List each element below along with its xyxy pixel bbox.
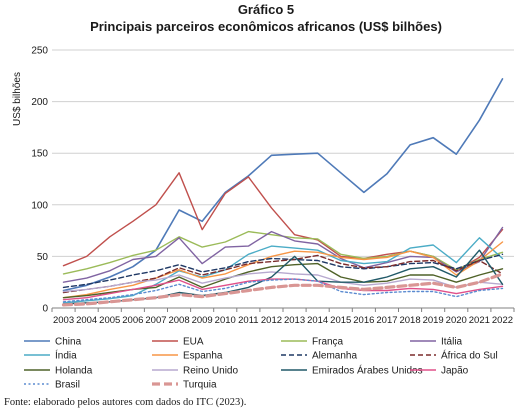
- x-tick-label: 2019: [423, 315, 444, 326]
- legend-label: Alemanha: [312, 351, 357, 362]
- x-tick-label: 2009: [192, 315, 213, 326]
- legend: China EUA França Itália Índia Espanha Alemanha…: [24, 337, 498, 391]
- legend-label: China: [55, 337, 82, 348]
- y-axis-label: US$ bilhões: [12, 72, 23, 126]
- series-line-índia: [62, 237, 504, 304]
- gridlines: [52, 49, 514, 257]
- y-tick-label: 150: [31, 149, 48, 160]
- legend-label: Japão: [441, 366, 469, 377]
- legend-label: Índia: [55, 349, 77, 362]
- y-tick-label: 200: [31, 97, 48, 108]
- x-tick-label: 2017: [376, 315, 397, 326]
- chart-title: Gráfico 5: [237, 2, 295, 17]
- source-note: Fonte: elaborado pelos autores com dados…: [4, 397, 247, 408]
- legend-label: África do Sul: [441, 349, 498, 362]
- y-tick-label: 50: [37, 252, 49, 263]
- legend-label: Itália: [441, 337, 463, 348]
- x-tick-label: 2021: [469, 315, 490, 326]
- y-axis-ticks: 0 50 100 150 200 250: [31, 46, 48, 315]
- x-tick-label: 2004: [76, 315, 97, 326]
- series-lines: [61, 78, 505, 307]
- x-tick-label: 2008: [168, 315, 189, 326]
- x-tick-label: 2005: [99, 315, 120, 326]
- x-tick-label: 2022: [492, 315, 513, 326]
- legend-label: Emirados Árabes Unidos: [312, 364, 423, 377]
- legend-label: Holanda: [55, 366, 93, 377]
- x-tick-label: 2010: [215, 315, 236, 326]
- x-tick-label: 2015: [330, 315, 351, 326]
- legend-label: EUA: [183, 337, 204, 348]
- series-line-japão: [62, 278, 504, 301]
- x-axis-ticks: 2003 2004 2005 2006 2007 2008 2009 2010 2011 2012…: [51, 308, 515, 326]
- x-tick-label: 2018: [399, 315, 420, 326]
- x-tick-label: 2016: [353, 315, 374, 326]
- series-line-reino-unido: [62, 271, 504, 293]
- series-line-china: [62, 78, 504, 292]
- chart-subtitle: Principais parceiros econômicos africano…: [90, 19, 442, 34]
- legend-label: Reino Unido: [183, 366, 238, 377]
- x-tick-label: 2013: [284, 315, 305, 326]
- x-tick-label: 2020: [446, 315, 467, 326]
- series-line-espanha: [62, 241, 504, 299]
- y-tick-label: 250: [31, 46, 48, 57]
- series-line-turquia: [61, 272, 505, 307]
- x-tick-label: 2011: [238, 315, 258, 326]
- series-line-itália: [62, 226, 504, 283]
- y-tick-label: 0: [42, 304, 48, 315]
- x-tick-label: 2006: [122, 315, 143, 326]
- legend-label: França: [312, 337, 344, 348]
- series-line-brasil: [62, 278, 504, 303]
- legend-label: Brasil: [55, 380, 80, 391]
- x-tick-label: 2012: [261, 315, 282, 326]
- y-tick-label: 100: [31, 200, 48, 211]
- x-tick-label: 2007: [145, 315, 166, 326]
- x-tick-label: 2014: [307, 315, 328, 326]
- x-tick-label: 2003: [53, 315, 74, 326]
- legend-label: Espanha: [183, 351, 223, 362]
- series-line-alemanha: [62, 253, 504, 289]
- legend-label: Turquia: [183, 380, 217, 391]
